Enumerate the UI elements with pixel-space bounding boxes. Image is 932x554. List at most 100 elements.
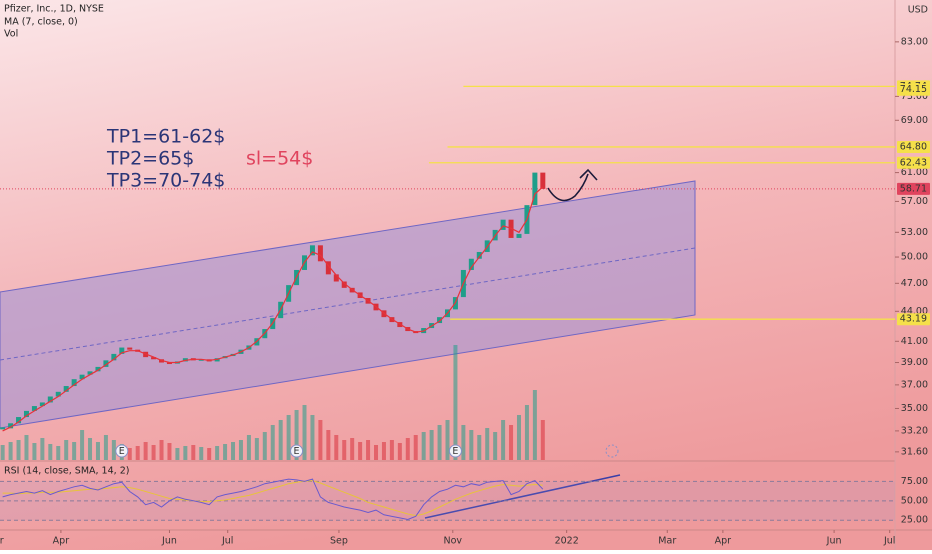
candle: [71, 379, 77, 387]
x-tick-label: Jul: [221, 536, 233, 547]
volume-bar: [469, 430, 474, 460]
volume-bar: [286, 415, 291, 460]
x-tick-label: Nov: [444, 536, 463, 547]
volume-bar: [143, 442, 148, 460]
volume-bar: [215, 446, 220, 460]
future-earnings: [605, 444, 619, 458]
candle: [23, 410, 29, 418]
candle: [39, 402, 45, 407]
vol-label: Vol: [4, 29, 18, 40]
volume-bar: [421, 432, 426, 460]
ma-label: MA (7, close, 0): [4, 17, 78, 28]
y-tick-label: 35.00: [901, 403, 928, 414]
earnings-label: E: [119, 446, 125, 457]
volume-bar: [40, 438, 45, 460]
volume-bar: [207, 448, 212, 460]
candle: [79, 374, 85, 380]
volume-bar: [358, 442, 363, 460]
candle: [166, 362, 172, 365]
volume-bar: [270, 425, 275, 460]
rsi-trendline: [424, 474, 621, 519]
y-tick-label: 41.00: [901, 336, 928, 347]
x-tick-label: 2022: [555, 536, 579, 547]
candle: [55, 391, 61, 397]
y-tick-label: 50.00: [901, 252, 928, 263]
volume-bar: [437, 425, 442, 460]
candle: [151, 357, 157, 360]
y-tick-label: 39.00: [901, 357, 928, 368]
y-tick-label: 31.60: [901, 446, 928, 457]
volume-bar: [127, 448, 132, 460]
currency: USD: [908, 5, 928, 16]
candle: [317, 245, 323, 262]
level-label: 62.43: [900, 157, 927, 168]
volume-bar: [262, 432, 267, 460]
candle: [103, 360, 109, 367]
volume-bar: [111, 440, 116, 460]
x-tick-label: Jun: [826, 536, 842, 547]
annotation-tp3: TP3=70-74$: [106, 170, 225, 192]
y-tick-label: 73.00: [901, 91, 928, 102]
volume-bar: [453, 345, 458, 460]
y-tick-label: 44.00: [901, 306, 928, 317]
y-tick-label: 61.00: [901, 167, 928, 178]
x-tick-label: Sep: [330, 536, 348, 547]
volume-bar: [397, 443, 402, 460]
volume-bar: [24, 435, 29, 460]
candle: [31, 406, 37, 411]
y-tick-label: 83.00: [901, 36, 928, 47]
candle: [468, 258, 474, 270]
y-tick-label: 69.00: [901, 115, 928, 126]
candle: [532, 172, 538, 206]
volume-bar: [254, 438, 259, 460]
volume-bar: [294, 410, 299, 460]
volume-bar: [72, 442, 77, 460]
candle: [87, 371, 93, 375]
volume-bar: [95, 442, 100, 460]
candle: [500, 219, 506, 230]
volume-bar: [175, 448, 180, 460]
rsi-tick-label: 25.00: [901, 515, 928, 526]
volume-bar: [334, 435, 339, 460]
volume-bar: [540, 420, 545, 460]
volume-bar: [366, 440, 371, 460]
volume-bar: [485, 428, 490, 460]
volume-bar: [48, 444, 53, 460]
candle: [95, 366, 101, 372]
volume-bar: [64, 440, 69, 460]
y-tick-label: 53.00: [901, 227, 928, 238]
candle: [198, 359, 204, 361]
y-tick-label: 33.20: [901, 425, 928, 436]
candle: [111, 353, 117, 361]
annotation-tp1: TP1=61-62$: [106, 126, 225, 148]
volume-bar: [381, 442, 386, 460]
volume-bar: [246, 435, 251, 460]
candle: [333, 274, 339, 282]
volume-bar: [88, 438, 93, 460]
earnings-label: E: [452, 446, 458, 457]
symbol-title: Pfizer, Inc., 1D, NYSE: [4, 4, 104, 15]
annotation-tp2: TP2=65$: [106, 148, 194, 170]
candle: [8, 423, 14, 429]
rsi-tick-label: 50.00: [901, 495, 928, 506]
ma-line: [2, 186, 544, 432]
y-tick-label: 37.00: [901, 379, 928, 390]
volume-bar: [477, 435, 482, 460]
candle: [309, 245, 315, 256]
volume-bar: [310, 415, 315, 460]
volume-bar: [516, 415, 521, 460]
volume-bar: [461, 425, 466, 460]
candle: [540, 172, 546, 189]
x-tick-label: Jun: [161, 536, 177, 547]
volume-bar: [223, 444, 228, 460]
volume-bar: [501, 420, 506, 460]
level-badge: [897, 140, 930, 153]
volume-bar: [405, 438, 410, 460]
volume-bar: [80, 430, 85, 460]
volume-bar: [183, 446, 188, 460]
volume-bar: [159, 440, 164, 460]
level-badge: [897, 83, 930, 96]
x-tick-label: Apr: [53, 536, 70, 547]
x-tick-label: Mar: [658, 536, 676, 547]
volume-bar: [429, 430, 434, 460]
